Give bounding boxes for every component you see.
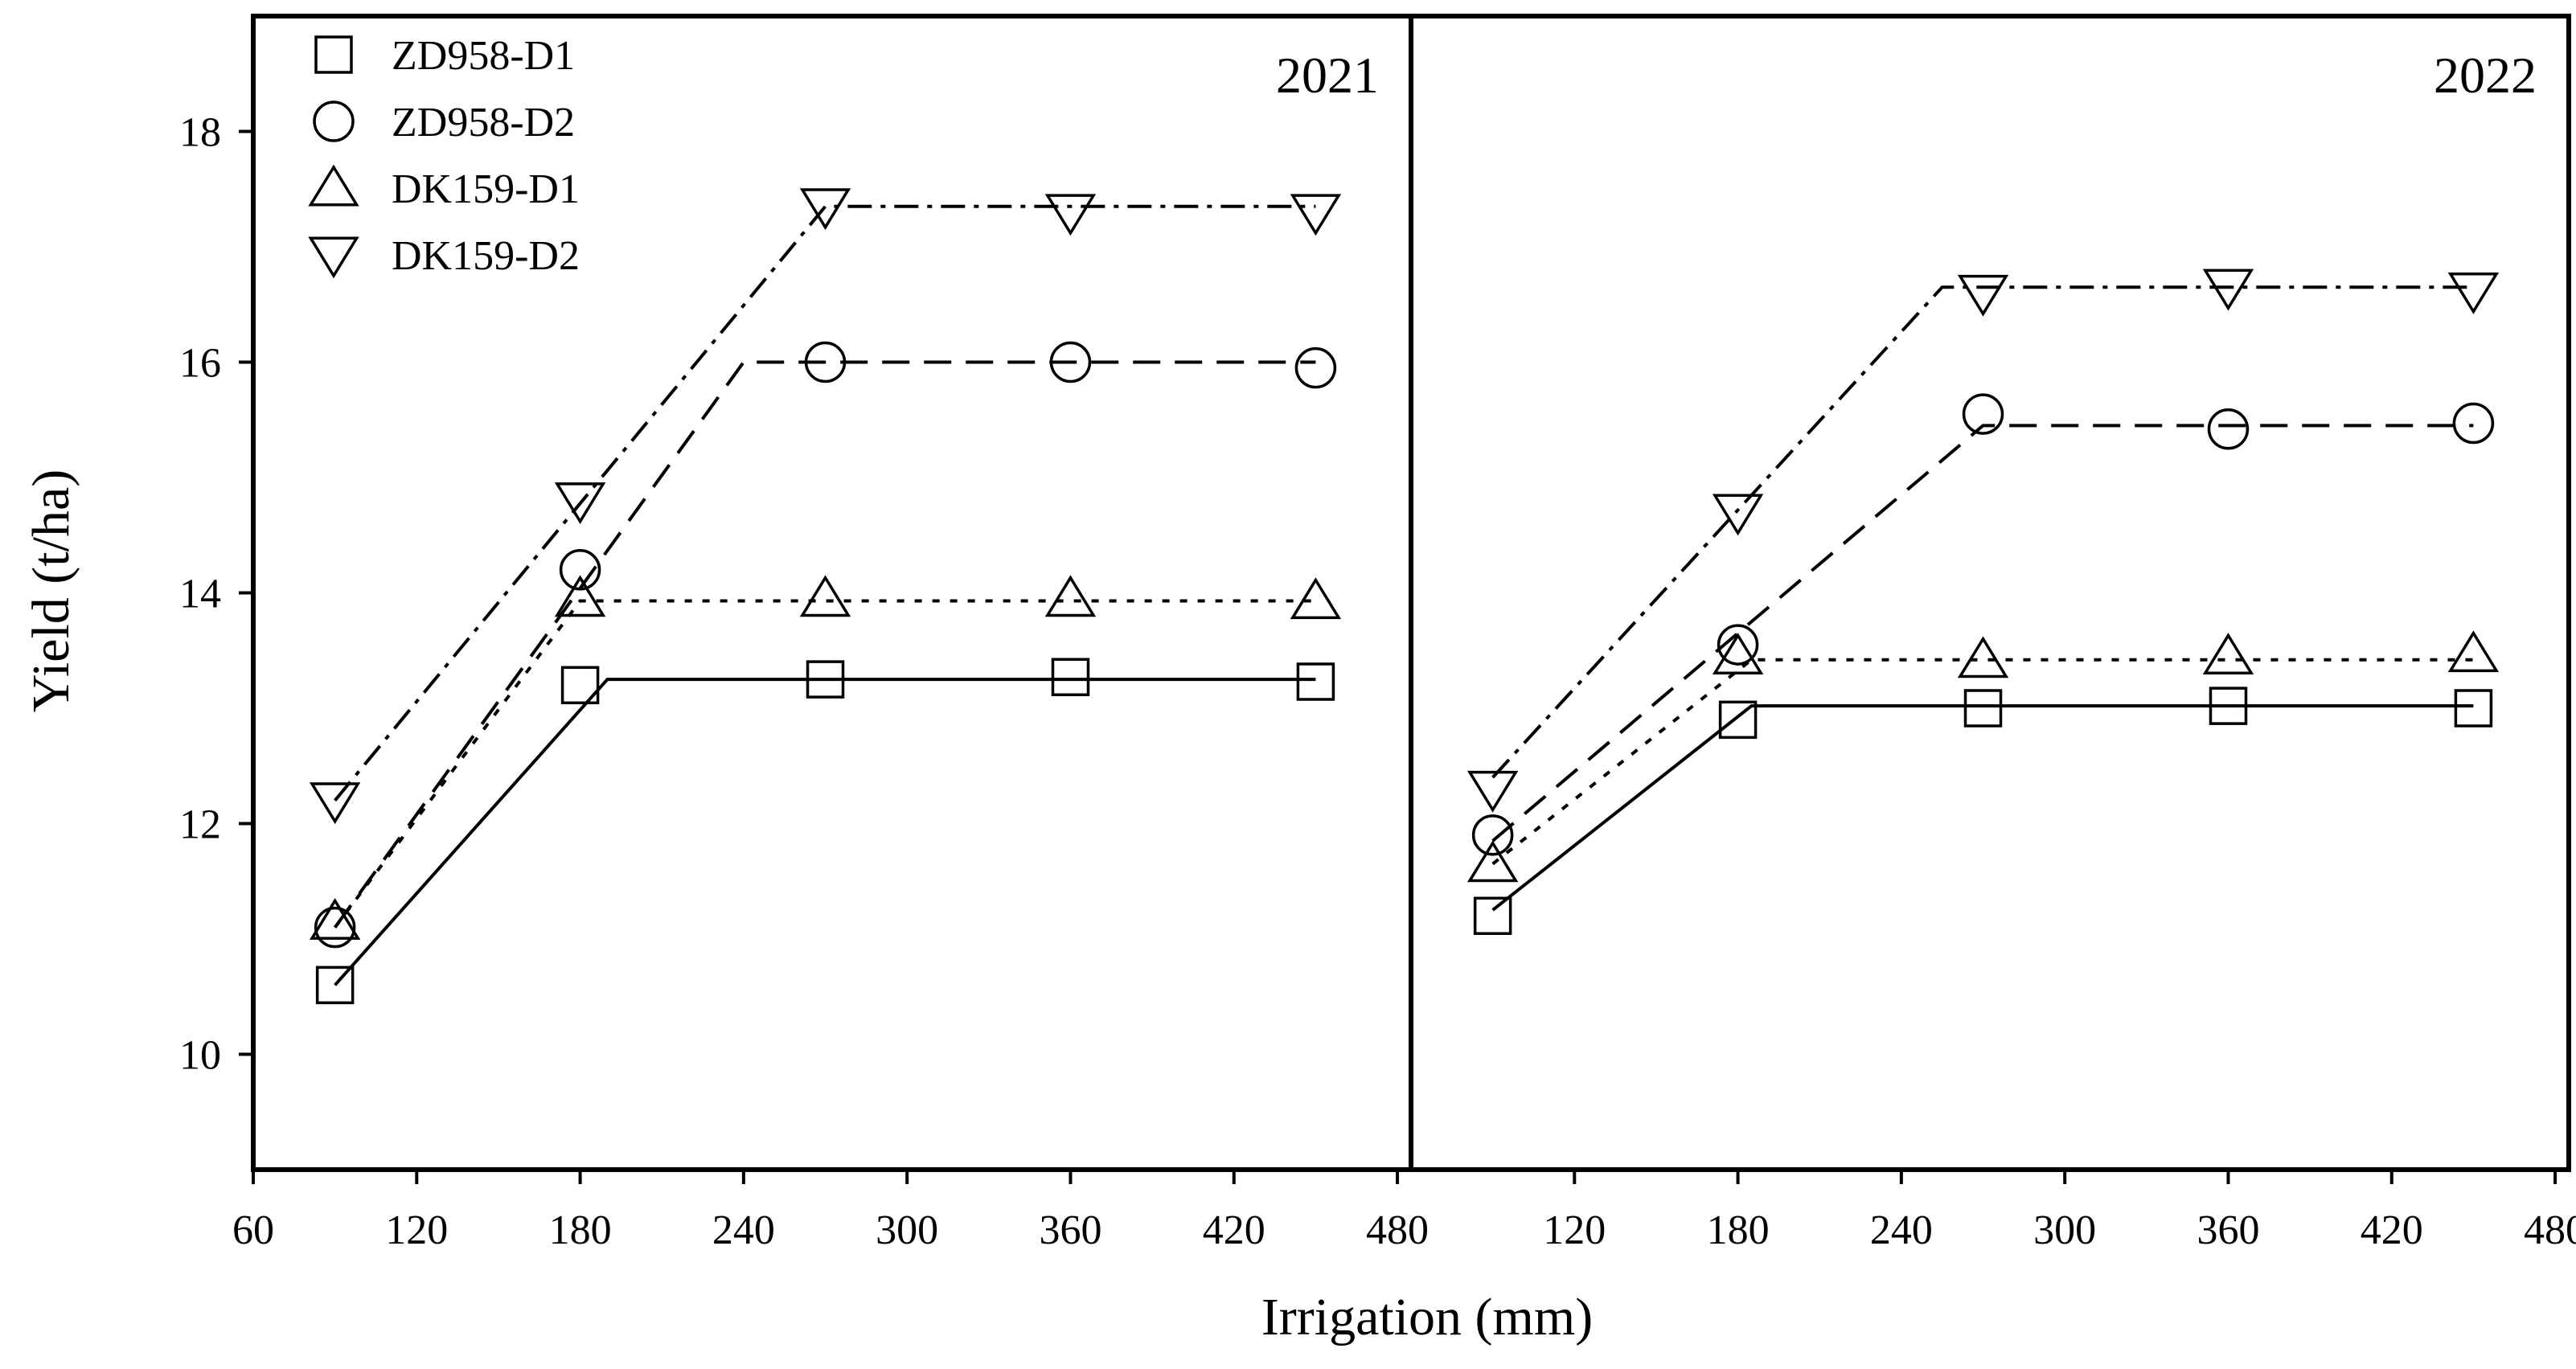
data-markers (309, 188, 2500, 1005)
panel-2021-x-tick-label: 120 (385, 1207, 448, 1253)
panel-2021-x-tick-label: 240 (712, 1207, 775, 1253)
legend-marker-dk159-d1 (308, 164, 359, 207)
legend-label-zd958-d1: ZD958-D1 (392, 33, 575, 79)
panel-2021-dk159-d1-point-1 (309, 898, 361, 941)
panel-2022-dk159-d1-point-5 (2447, 630, 2500, 673)
chart-text: 60 120 180 240 300 360 420 480 2021 120 180 240 300 3… (22, 47, 2576, 1346)
panel-2021-zd958-d2-point-1 (314, 906, 356, 949)
y-tick-label: 10 (179, 1033, 221, 1079)
panel-2021-dk159-d1-point-4 (1044, 575, 1097, 617)
panel-2022-zd958-d1-point-2 (1718, 700, 1758, 740)
panel-2021-zd958-d1-point-4 (1051, 658, 1090, 697)
panel-2022-fit-line-dk159-d2 (1491, 285, 2474, 779)
panel-2022-zd958-d1-point-1 (1473, 896, 1512, 936)
panel-2021-zd958-d1-point-1 (315, 965, 355, 1005)
panel-2021-dk159-d2-point-1 (309, 782, 361, 825)
panel-2021-dk159-d2-point-4 (1044, 194, 1097, 236)
panel-2021-zd958-d1-point-3 (806, 660, 845, 699)
panel-2022-x-tick-label: 180 (1707, 1207, 1770, 1253)
legend-label-dk159-d2: DK159-D2 (392, 233, 580, 279)
panel-2021-zd958-d2-point-3 (804, 341, 847, 383)
panel-2021-zd958-d2-point-5 (1294, 346, 1337, 389)
fit-lines (333, 204, 2474, 986)
panel-2022-dk159-d2-point-2 (1712, 494, 1764, 536)
y-tick-label: 14 (179, 572, 221, 617)
panel-2022-dk159-d1-point-1 (1466, 840, 1519, 883)
panel-2021-dk159-d2-point-2 (554, 482, 606, 525)
panel-2022-title: 2022 (2434, 47, 2537, 104)
y-tick-label: 12 (179, 802, 221, 848)
panel-2021-zd958-d1-point-5 (1296, 662, 1335, 701)
panel-2022-dk159-d1-point-2 (1712, 633, 1764, 674)
panel-2021-x-tick-label: 480 (1366, 1207, 1429, 1253)
legend-label-zd958-d2: ZD958-D2 (392, 100, 575, 146)
y-tick-label: 18 (179, 110, 221, 156)
panel-2021-dk159-d1-point-5 (1290, 577, 1342, 620)
panel-2021-title: 2021 (1276, 47, 1379, 104)
panel-2021-zd958-d1-point-2 (560, 666, 600, 705)
legend-marker-zd958-d1 (314, 35, 353, 74)
panel-2022-zd958-d1-point-4 (2209, 687, 2248, 725)
panel-2021-x-tick-label: 360 (1039, 1207, 1101, 1253)
panel-2021-dk159-d1-point-3 (799, 575, 851, 617)
axis-ticks (239, 129, 2558, 1184)
y-tick-label: 16 (179, 341, 221, 387)
panel-2022-zd958-d2-point-3 (1962, 393, 2004, 435)
panel-frames (251, 14, 2571, 1172)
panel-2022-zd958-d1-point-3 (1963, 689, 2003, 728)
panel-2022-zd958-d2-point-4 (2207, 408, 2250, 450)
panel-2022-zd958-d2-point-2 (1717, 624, 1759, 666)
panel-2021-x-tick-label: 300 (876, 1207, 938, 1253)
panel-2022-fit-line-zd958-d1 (1491, 704, 2474, 912)
panel-2022-zd958-d2-point-1 (1471, 814, 1514, 856)
panel-2021-x-tick-label: 180 (549, 1207, 612, 1253)
legend: ZD958-D1 ZD958-D2 DK159-D1 DK159-D2 (308, 33, 580, 279)
legend-label-dk159-d1: DK159-D1 (392, 166, 580, 212)
panel-2022-frame (1409, 14, 2571, 1172)
panel-2021-dk159-d2-point-3 (799, 188, 851, 231)
legend-marker-zd958-d2 (313, 100, 355, 142)
panel-2022-fit-line-dk159-d1 (1491, 658, 2474, 866)
panel-2022-x-tick-label: 420 (2361, 1207, 2423, 1253)
panel-2021-zd958-d2-point-4 (1049, 341, 1092, 383)
panel-2022-dk159-d2-point-4 (2202, 268, 2254, 311)
y-axis-title: Yield (t/ha) (22, 469, 80, 712)
panel-2021-fit-line-dk159-d2 (334, 204, 1316, 802)
panel-2022-x-tick-label: 480 (2524, 1207, 2576, 1253)
panel-2021-zd958-d2-point-2 (559, 549, 601, 591)
panel-2021-fit-line-zd958-d1 (334, 678, 1316, 986)
panel-2021-fit-line-zd958-d2 (333, 360, 1316, 928)
panel-2022-dk159-d2-point-1 (1466, 770, 1519, 813)
panel-2022-zd958-d2-point-5 (2452, 402, 2495, 445)
legend-marker-dk159-d2 (308, 236, 359, 279)
panel-2022-x-tick-label: 300 (2033, 1207, 2096, 1253)
panel-2021-x-tick-label: 60 (232, 1207, 274, 1253)
panel-2021-fit-line-dk159-d1 (334, 599, 1316, 928)
panel-2021-dk159-d2-point-5 (1290, 194, 1342, 236)
panel-2022-dk159-d2-point-3 (1957, 274, 2009, 317)
panel-2022-zd958-d1-point-5 (2454, 689, 2493, 728)
panel-2022-x-tick-label: 120 (1543, 1207, 1606, 1253)
panel-2022-x-tick-label: 240 (1870, 1207, 1933, 1253)
panel-2022-dk159-d1-point-3 (1957, 636, 2009, 678)
panel-2021-dk159-d1-point-2 (554, 575, 606, 617)
panel-2022-dk159-d1-point-4 (2202, 633, 2254, 674)
panel-2022-dk159-d2-point-5 (2447, 272, 2500, 314)
panel-2022-fit-line-zd958-d2 (1491, 424, 2474, 842)
panel-2022-x-tick-label: 360 (2197, 1207, 2259, 1253)
panel-2021-x-tick-label: 420 (1203, 1207, 1265, 1253)
x-axis-title: Irrigation (mm) (1261, 1288, 1593, 1346)
